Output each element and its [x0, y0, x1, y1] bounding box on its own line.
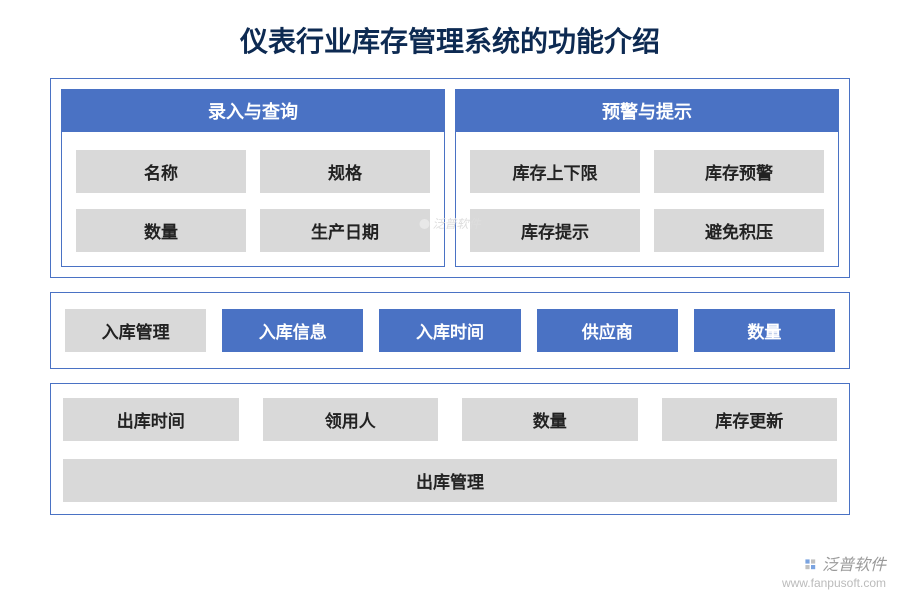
chip-receiver: 领用人 — [263, 398, 439, 441]
panel-alert-hint: 预警与提示 库存上下限 库存预警 库存提示 避免积压 — [455, 89, 839, 267]
chip-inbound-time: 入库时间 — [379, 309, 520, 352]
chip-stock-alert: 库存预警 — [654, 150, 824, 193]
chip-stock-limits: 库存上下限 — [470, 150, 640, 193]
chip-outbound-time: 出库时间 — [63, 398, 239, 441]
chip-spec: 规格 — [260, 150, 430, 193]
watermark-url: www.fanpusoft.com — [782, 576, 886, 590]
chip-supplier: 供应商 — [537, 309, 678, 352]
logo-icon — [804, 558, 818, 572]
chip-qty: 数量 — [76, 209, 246, 252]
panel-header-entry: 录入与查询 — [62, 90, 444, 132]
watermark-brand: 泛普软件 — [822, 557, 886, 574]
chip-stock-update: 库存更新 — [662, 398, 838, 441]
section-top: 录入与查询 名称 规格 数量 生产日期 预警与提示 库存上下限 库存预警 库存提… — [50, 78, 850, 278]
chip-stock-hint: 库存提示 — [470, 209, 640, 252]
chip-name: 名称 — [76, 150, 246, 193]
chip-inbound-qty: 数量 — [694, 309, 835, 352]
section-inbound: 入库管理 入库信息 入库时间 供应商 数量 — [50, 292, 850, 369]
watermark-corner: 泛普软件 www.fanpusoft.com — [782, 556, 886, 590]
chip-prod-date: 生产日期 — [260, 209, 430, 252]
chip-outbound-qty: 数量 — [462, 398, 638, 441]
chip-outbound-mgmt: 出库管理 — [63, 459, 837, 502]
panel-header-alert: 预警与提示 — [456, 90, 838, 132]
chip-inbound-mgmt: 入库管理 — [65, 309, 206, 352]
section-outbound: 出库时间 领用人 数量 库存更新 出库管理 — [50, 383, 850, 515]
chip-inbound-info: 入库信息 — [222, 309, 363, 352]
page-title: 仪表行业库存管理系统的功能介绍 — [50, 20, 850, 60]
chip-avoid-backlog: 避免积压 — [654, 209, 824, 252]
panel-entry-query: 录入与查询 名称 规格 数量 生产日期 — [61, 89, 445, 267]
